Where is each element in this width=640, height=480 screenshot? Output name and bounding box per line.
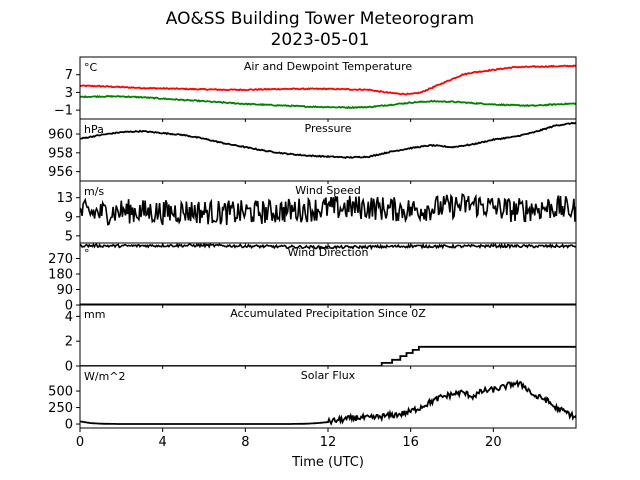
wspd-y-tick-label: 13 — [56, 191, 73, 206]
wdir-y-tick-label: 270 — [48, 252, 73, 267]
temp-y-tick-label: 7 — [65, 68, 73, 83]
solar-unit-label: W/m^2 — [84, 370, 126, 383]
wspd-panel-title: Wind Speed — [295, 184, 361, 197]
temp-unit-label: °C — [84, 61, 98, 74]
precip-panel-title: Accumulated Precipitation Since 0Z — [230, 307, 426, 320]
x-tick-label: 16 — [402, 435, 419, 450]
wdir-y-tick-label: 90 — [56, 283, 73, 298]
temp-y-tick-label: 3 — [65, 86, 73, 101]
precip-unit-label: mm — [84, 308, 105, 321]
precip-y-tick-label: 4 — [65, 310, 73, 325]
temp-series-1-line — [80, 94, 576, 110]
precip-series-0-line — [80, 345, 576, 366]
solar-y-tick-label: 0 — [65, 418, 73, 433]
solar-y-tick-label: 500 — [48, 385, 73, 400]
x-tick-label: 20 — [485, 435, 502, 450]
temp-panel-title: Air and Dewpoint Temperature — [244, 60, 412, 73]
press-y-tick-label: 960 — [48, 128, 73, 143]
press-series-0-line — [80, 121, 576, 159]
press-y-tick-label: 956 — [48, 165, 73, 180]
x-tick-label: 0 — [76, 435, 84, 450]
chart-title: AO&SS Building Tower Meteorogram — [166, 9, 474, 29]
press-unit-label: hPa — [84, 123, 104, 136]
wspd-y-tick-label: 9 — [65, 210, 73, 225]
solar-panel-title: Solar Flux — [301, 369, 356, 382]
panel-temp: −1 3 7 °C Air and Dewpoint Temperature — [54, 56, 577, 122]
precip-y-tick-label: 0 — [65, 360, 73, 375]
x-tick-label: 8 — [241, 435, 249, 450]
chart-subtitle: 2023-05-01 — [271, 30, 370, 50]
precip-y-tick-label: 2 — [65, 335, 73, 350]
press-panel-title: Pressure — [305, 122, 352, 135]
panel-press: 956 958 960 hPa Pressure — [48, 118, 577, 184]
solar-series-0-line — [80, 379, 576, 426]
panel-precip: 0 2 4 mm Accumulated Precipitation Since 0Z — [65, 303, 577, 375]
x-axis-label: Time (UTC) — [291, 455, 364, 470]
wdir-y-tick-label: 0 — [65, 299, 73, 314]
temp-y-tick-label: −1 — [54, 104, 73, 119]
panels-group: −137°C Air and Dewpoint Temperature956958… — [48, 56, 577, 450]
temp-series-0-line — [80, 64, 576, 96]
wdir-unit-label: ° — [84, 247, 90, 260]
solar-y-tick-label: 250 — [48, 401, 73, 416]
wdir-panel-title: Wind Direction — [288, 246, 369, 259]
press-y-tick-label: 958 — [48, 146, 73, 161]
x-tick-label: 12 — [320, 435, 337, 450]
x-tick-label: 4 — [159, 435, 167, 450]
panel-wspd: 5 9 13 m/s Wind Speed — [56, 180, 577, 246]
wspd-series-0-line — [80, 193, 576, 226]
wdir-y-tick-label: 180 — [48, 268, 73, 283]
wspd-unit-label: m/s — [84, 185, 104, 198]
wdir-series-0-line — [80, 243, 576, 251]
wspd-y-tick-label: 5 — [65, 229, 73, 244]
